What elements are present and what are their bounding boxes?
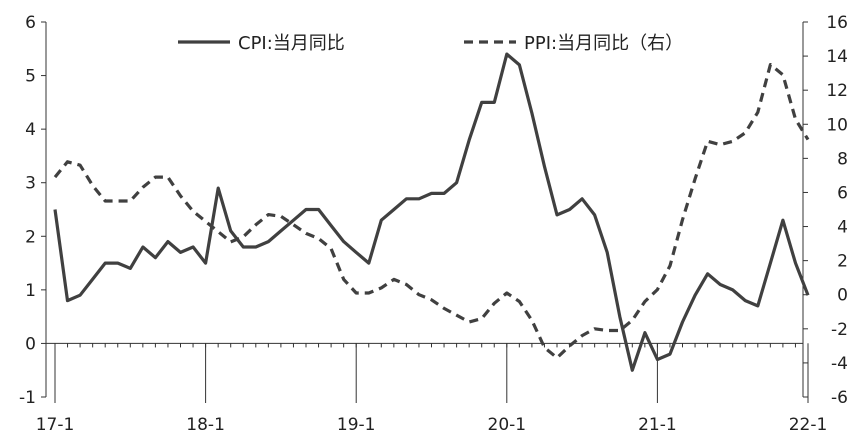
legend-label-ppi: PPI:当月同比（右） xyxy=(524,33,683,54)
left-tick-label: 1 xyxy=(25,281,36,301)
right-tick-label: 10 xyxy=(826,115,848,135)
x-tick-label: 22-1 xyxy=(789,415,828,435)
right-tick-label: 12 xyxy=(826,81,848,101)
left-tick-label: -1 xyxy=(19,388,36,408)
ppi-series-line xyxy=(53,62,810,360)
left-tick-label: 5 xyxy=(25,67,36,87)
right-tick-label: -2 xyxy=(831,320,848,340)
left-tick-label: 2 xyxy=(25,227,36,247)
right-tick-label: 0 xyxy=(837,286,848,306)
left-y-axis: -1 0 1 2 3 4 5 6 xyxy=(19,13,47,408)
legend-label-cpi: CPI:当月同比 xyxy=(238,33,345,54)
x-tick-label: 19-1 xyxy=(337,415,376,435)
x-tick-label: 17-1 xyxy=(36,415,75,435)
x-tick-label: 21-1 xyxy=(638,415,677,435)
left-tick-label: 0 xyxy=(25,334,36,354)
series-layer xyxy=(53,52,810,372)
cpi-series-line xyxy=(53,52,810,372)
right-tick-label: 6 xyxy=(837,183,848,203)
right-tick-label: 2 xyxy=(837,252,848,272)
x-axis: 17-1 18-1 19-1 20-1 21-1 22-1 xyxy=(36,342,828,435)
right-tick-label: -6 xyxy=(831,388,848,408)
x-tick-label: 18-1 xyxy=(186,415,225,435)
right-tick-label: 16 xyxy=(826,13,848,33)
right-tick-label: 4 xyxy=(837,218,848,238)
x-tick-label: 20-1 xyxy=(488,415,527,435)
legend: CPI:当月同比 PPI:当月同比（右） xyxy=(178,33,683,54)
left-tick-label: 3 xyxy=(25,174,36,194)
left-tick-label: 4 xyxy=(25,120,36,140)
right-tick-label: -4 xyxy=(831,354,848,374)
right-tick-label: 14 xyxy=(826,47,848,67)
left-tick-label: 6 xyxy=(25,13,36,33)
right-y-axis: -6 -4 -2 0 2 4 6 8 10 12 14 16 xyxy=(802,13,848,408)
right-tick-label: 8 xyxy=(837,149,848,169)
